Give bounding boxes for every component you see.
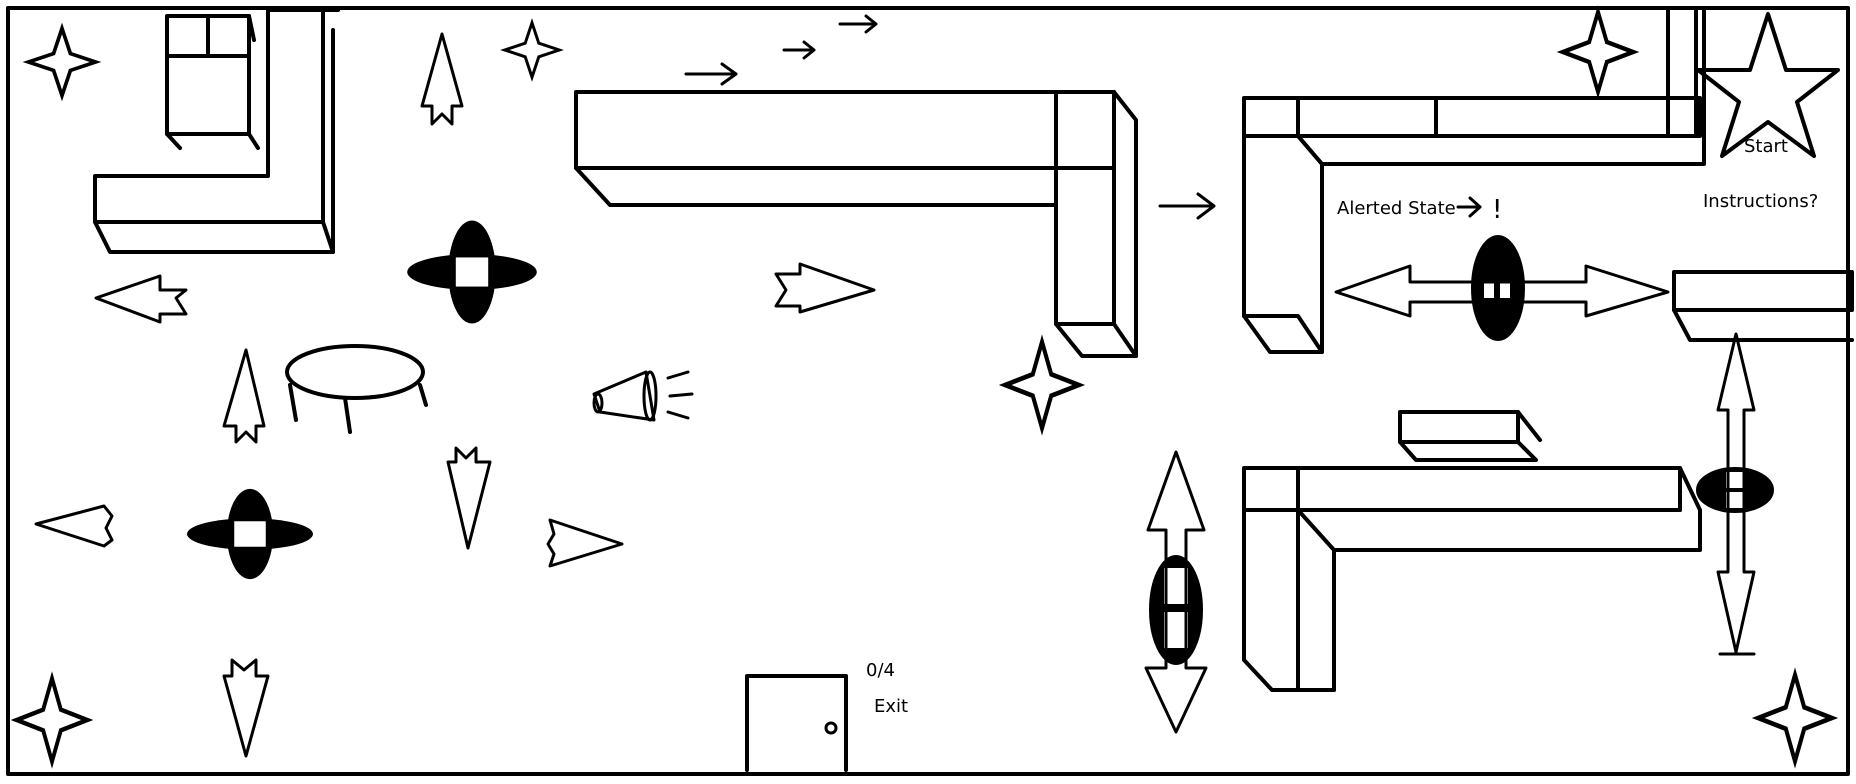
exit-label: Exit: [874, 696, 908, 717]
collectible-star-icon[interactable]: [17, 678, 87, 761]
wall-top-right: [1242, 6, 1706, 354]
bench-right: [1672, 270, 1854, 342]
five-point-star-icon: [1696, 12, 1840, 158]
bookshelf: [165, 14, 260, 150]
collectible-star-icon[interactable]: [1563, 12, 1633, 92]
guard-icon: [1149, 555, 1203, 665]
guard-icon: [185, 487, 315, 581]
exit-door-icon[interactable]: [745, 674, 848, 772]
wall-bottom-right: [1242, 466, 1702, 692]
guard-icon: [1471, 235, 1525, 341]
counter-l-shaped: [93, 8, 340, 254]
collectible-star-icon[interactable]: [1758, 675, 1832, 761]
collectible-star-icon[interactable]: [1005, 342, 1079, 428]
collectible-star-icon[interactable]: [26, 26, 98, 98]
alert-arrow-icon: [1456, 196, 1482, 218]
instructions-button[interactable]: Instructions?: [1703, 191, 1818, 212]
room-border: [6, 6, 1850, 776]
megaphone-icon[interactable]: [592, 370, 694, 422]
start-label: Start: [1744, 136, 1788, 157]
guard-icon: [1696, 467, 1774, 513]
small-crate: [1398, 410, 1542, 462]
guard-icon: [406, 219, 538, 325]
collected-counter: 0/4: [866, 660, 895, 681]
round-table: [285, 344, 428, 434]
alert-state-label: Alerted State: [1337, 198, 1456, 219]
start-button[interactable]: Start: [1696, 12, 1840, 158]
collectible-star-icon[interactable]: [503, 21, 561, 79]
patrol-arrow-icon: [34, 14, 1756, 758]
wall-top-center: [574, 90, 1138, 358]
alert-symbol: !: [1492, 195, 1502, 225]
